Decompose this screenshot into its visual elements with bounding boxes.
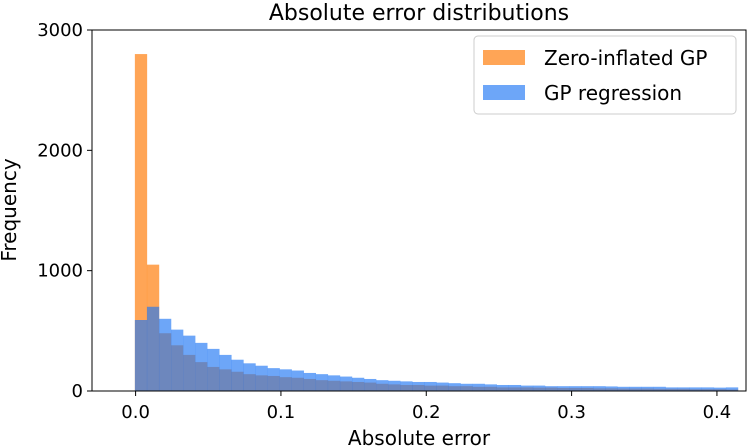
histogram-bar (364, 378, 377, 391)
histogram-bar (460, 383, 473, 391)
histogram-bar (629, 386, 642, 391)
histogram-bar (231, 359, 244, 391)
histogram-bar (641, 386, 654, 391)
histogram-bar (400, 381, 413, 391)
histogram-bar (532, 385, 546, 391)
histogram-bar (701, 387, 715, 391)
histogram-bar (677, 387, 690, 391)
histogram-bar (339, 376, 353, 391)
histogram-bar (291, 370, 304, 391)
histogram-bar (279, 369, 292, 391)
y-axis-label: Frequency (0, 158, 21, 261)
histogram-bar (412, 381, 425, 391)
x-tick-label: 0.3 (557, 402, 586, 423)
histogram-bar (617, 386, 630, 391)
histogram-bar (472, 383, 485, 391)
histogram-bar (665, 387, 678, 391)
y-tick-label: 3000 (37, 20, 83, 41)
histogram-bar (557, 386, 570, 391)
histogram-bar (243, 363, 256, 391)
histogram-bar (520, 385, 534, 391)
histogram-bar (352, 377, 365, 391)
histogram-bar (569, 386, 582, 391)
histogram-bar (158, 318, 172, 391)
histogram-bar (653, 386, 666, 391)
histogram-bar (388, 380, 401, 391)
x-axis-ticks: 0.0 0.1 0.2 0.3 0.4 (121, 391, 731, 423)
histogram-bar (484, 384, 497, 391)
legend-label-zero-inflated-gp: Zero-inflated GP (544, 46, 707, 70)
y-tick-label: 0 (72, 381, 83, 402)
histogram-bar (207, 348, 220, 391)
histogram-bar (713, 387, 727, 391)
histogram-bar (195, 342, 208, 391)
histogram-bar (593, 386, 606, 391)
gp-regression-bars (134, 306, 739, 391)
histogram-bar (581, 386, 594, 391)
legend-swatch-gp-regression (483, 85, 525, 100)
x-tick-label: 0.0 (121, 402, 150, 423)
histogram-bar (605, 386, 618, 391)
legend-swatch-zero-inflated-gp (483, 50, 525, 65)
histogram-bar (545, 386, 558, 391)
histogram-bar (725, 387, 739, 391)
chart-title: Absolute error distributions (269, 1, 569, 26)
histogram-bar (508, 384, 522, 391)
y-tick-label: 1000 (37, 261, 83, 282)
x-tick-label: 0.1 (267, 402, 296, 423)
x-axis-label: Absolute error (348, 426, 491, 447)
x-tick-label: 0.4 (703, 402, 732, 423)
histogram-bar (171, 329, 184, 391)
y-tick-label: 2000 (37, 140, 83, 161)
y-axis-ticks: 0 1000 2000 3000 (37, 20, 92, 402)
histogram-bar (436, 382, 449, 391)
histogram-bar (448, 383, 461, 391)
histogram-bar (183, 335, 196, 391)
histogram-bar (689, 387, 703, 391)
histogram-bar (303, 372, 317, 391)
histogram-bar (255, 365, 268, 391)
legend: Zero-inflated GP GP regression (473, 35, 737, 115)
x-tick-label: 0.2 (412, 402, 441, 423)
plot-frame (91, 29, 747, 392)
histogram-bar (267, 368, 280, 391)
histogram-bar (134, 320, 148, 391)
histogram-bar (146, 306, 160, 391)
histogram-bar (134, 54, 148, 392)
histogram-bar (376, 380, 389, 391)
histogram-bar (424, 381, 437, 391)
histogram-bar (315, 374, 329, 391)
histogram-bar (496, 384, 510, 391)
legend-box (473, 35, 737, 115)
histogram-bar (327, 375, 341, 391)
legend-label-gp-regression: GP regression (544, 81, 682, 105)
histogram-bar (219, 354, 232, 391)
